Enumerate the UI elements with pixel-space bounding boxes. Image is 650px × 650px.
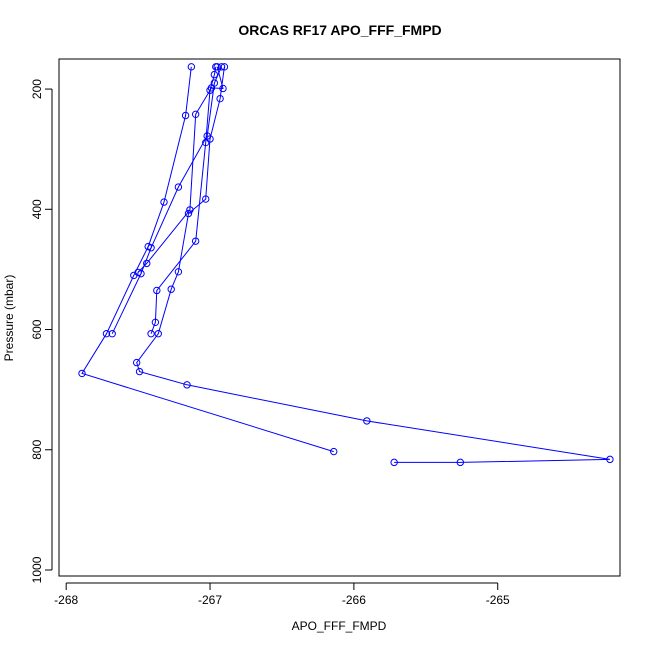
series-2: [132, 63, 614, 467]
x-axis-label: APO_FFF_FMPD: [292, 619, 387, 633]
x-tick-label: -265: [486, 593, 510, 607]
series-line: [137, 66, 224, 273]
data-point: [330, 447, 338, 456]
y-tick-label: 600: [30, 319, 44, 339]
data-point: [191, 237, 200, 245]
y-tick-label: 1000: [30, 556, 44, 583]
data-point: [143, 259, 151, 268]
series-layer: [78, 63, 614, 467]
data-point: [174, 268, 183, 276]
series-4: [134, 63, 227, 277]
y-axis-label: Pressure (mbar): [2, 275, 16, 362]
data-point: [203, 132, 211, 140]
data-point: [186, 206, 194, 214]
data-point: [183, 381, 191, 389]
x-tick-label: -267: [198, 593, 222, 607]
series-line: [81, 66, 334, 453]
data-point: [187, 63, 196, 71]
data-point: [160, 198, 168, 206]
data-point: [151, 318, 160, 327]
data-point: [135, 367, 144, 376]
data-point: [184, 209, 193, 218]
data-point: [147, 244, 155, 252]
x-tick-label: -268: [54, 593, 78, 607]
data-point: [134, 268, 142, 277]
data-point: [216, 94, 224, 103]
data-point: [154, 330, 162, 338]
y-tick-label: 400: [30, 199, 44, 219]
series-1: [78, 63, 338, 456]
x-tick-label: -266: [342, 593, 366, 607]
data-point: [181, 111, 190, 120]
data-point: [219, 84, 227, 93]
data-point: [217, 63, 226, 71]
data-point: [206, 86, 214, 94]
data-point: [456, 458, 465, 467]
y-tick-label: 800: [30, 439, 44, 459]
data-point: [167, 285, 175, 293]
plot-frame: [58, 58, 621, 577]
data-point: [202, 195, 210, 203]
chart-title: ORCAS RF17 APO_FFF_FMPD: [238, 22, 441, 38]
data-point: [174, 183, 183, 191]
data-point: [606, 455, 614, 464]
data-point: [102, 330, 111, 338]
y-tick-label: 200: [30, 79, 44, 99]
data-point: [390, 458, 398, 467]
data-point: [363, 417, 371, 425]
series-line: [136, 66, 610, 463]
x-axis: -268 -267 -266 -265: [54, 582, 510, 607]
y-axis: 200 400 600 800 1000: [30, 79, 53, 583]
data-point: [132, 358, 141, 367]
series-5: [147, 63, 220, 338]
data-point: [153, 286, 161, 295]
data-point: [147, 330, 155, 338]
series-line: [150, 66, 217, 334]
data-point: [212, 63, 220, 71]
data-point: [210, 70, 219, 79]
data-point: [78, 369, 86, 378]
data-point: [108, 330, 116, 338]
data-point: [202, 138, 210, 147]
data-point: [191, 110, 200, 119]
